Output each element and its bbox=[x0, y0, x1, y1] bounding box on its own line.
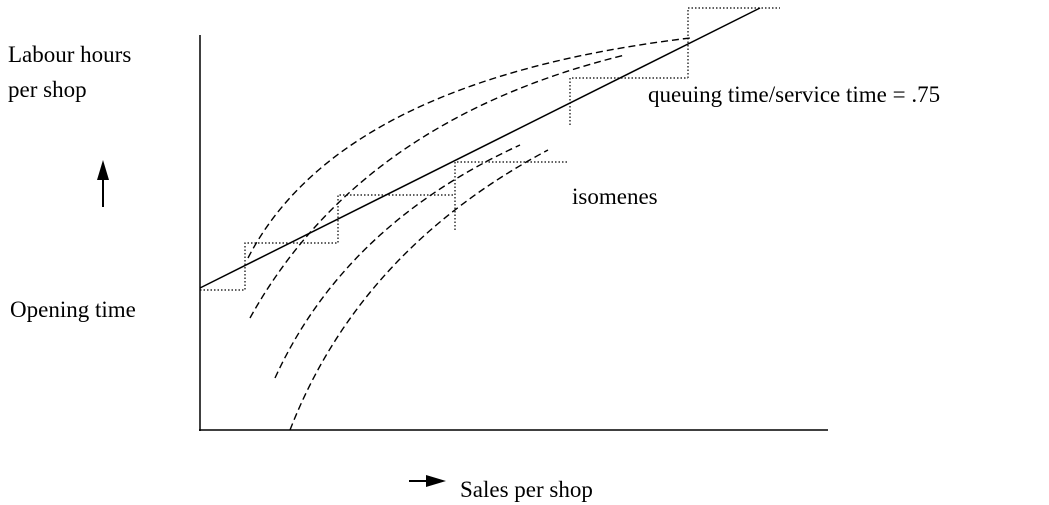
isomene-curve bbox=[274, 144, 521, 379]
y-axis-label: per shop bbox=[8, 77, 87, 102]
isomene-curve bbox=[289, 149, 549, 431]
trend-line bbox=[199, 7, 761, 289]
ratio-label: queuing time/service time = .75 bbox=[648, 82, 940, 107]
isomene-curve bbox=[247, 37, 691, 259]
isomene-curve bbox=[249, 54, 626, 319]
curve-label: isomenes bbox=[572, 184, 658, 209]
opening-label: Opening time bbox=[10, 297, 136, 322]
right-arrow-head bbox=[426, 475, 446, 487]
isomenes bbox=[247, 37, 691, 431]
x-axis-label: Sales per shop bbox=[460, 477, 593, 502]
step-line bbox=[200, 7, 780, 291]
y-axis-label: Labour hours bbox=[8, 42, 131, 67]
up-arrow-head bbox=[97, 160, 109, 180]
